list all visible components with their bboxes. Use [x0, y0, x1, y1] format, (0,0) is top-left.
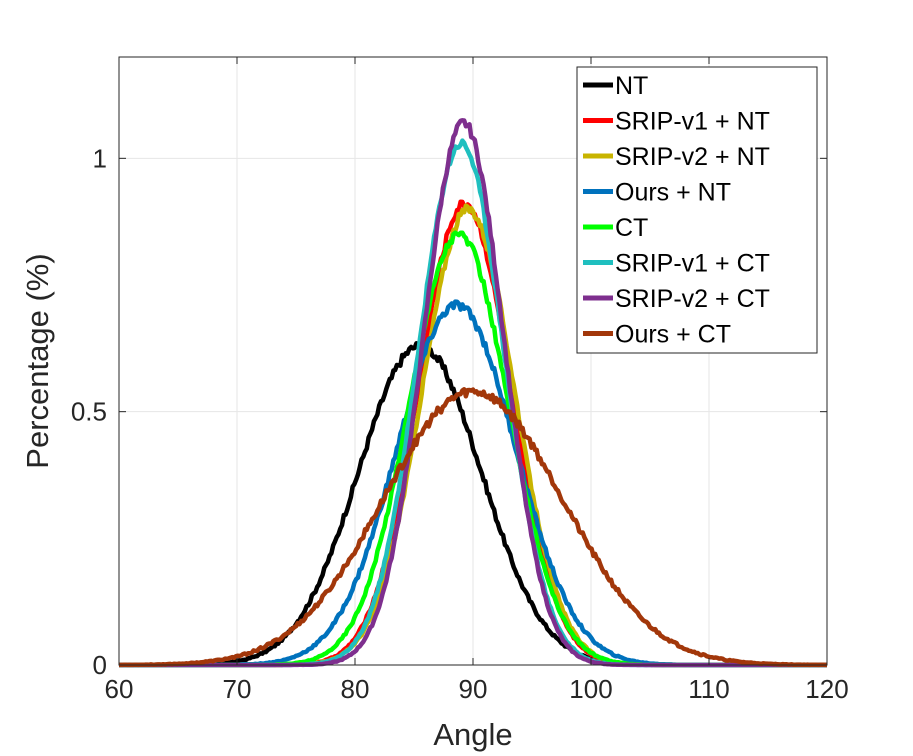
legend-label-2: SRIP-v1 + NT	[615, 108, 770, 136]
legend-label-3: SRIP-v2 + NT	[615, 143, 770, 171]
x-tick-label: 120	[805, 674, 848, 704]
legend-label-1: NT	[615, 72, 648, 100]
y-tick-label: 1	[93, 143, 107, 173]
legend-label-5: CT	[615, 214, 648, 242]
legend: NT SRIP-v1 + NT SRIP-v2 + NT Ours + NT CT SRI…	[576, 66, 818, 354]
x-tick-label: 60	[105, 674, 134, 704]
legend-label-4: Ours + NT	[615, 179, 731, 207]
y-axis-label: Percentage (%)	[20, 253, 55, 468]
y-tick-label: 0	[93, 650, 107, 680]
x-tick-label: 80	[341, 674, 370, 704]
x-axis-label: Angle	[433, 717, 512, 752]
x-tick-label: 70	[223, 674, 252, 704]
x-tick-label: 110	[688, 674, 729, 704]
axis-ticks: 60 70 80 90 100 110 120 0 0.5 1	[71, 57, 849, 704]
legend-label-6: SRIP-v1 + CT	[615, 250, 770, 278]
legend-label-8: Ours + CT	[615, 321, 731, 349]
legend-label-7: SRIP-v2 + CT	[615, 285, 770, 313]
series-line-8	[118, 387, 828, 668]
legend-box	[576, 66, 818, 354]
x-tick-label: 90	[459, 674, 488, 704]
y-tick-label: 0.5	[71, 397, 107, 427]
x-tick-label: 100	[569, 674, 612, 704]
